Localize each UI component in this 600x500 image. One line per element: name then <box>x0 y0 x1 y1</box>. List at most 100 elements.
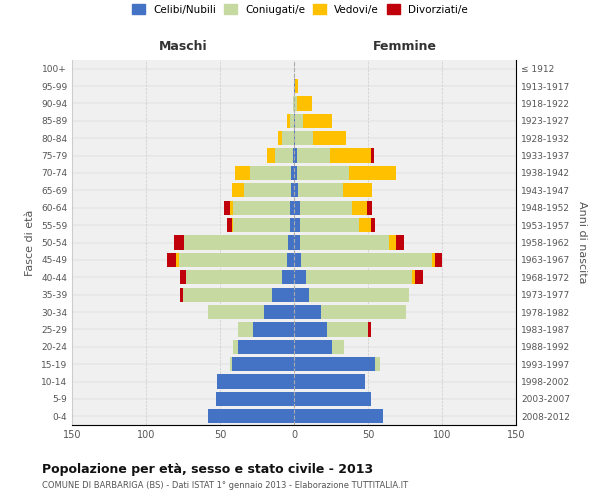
Bar <box>290 218 294 232</box>
Bar <box>232 357 294 372</box>
Text: Popolazione per età, sesso e stato civile - 2013: Popolazione per età, sesso e stato civil… <box>42 462 373 475</box>
Bar <box>217 374 294 388</box>
Bar <box>294 357 376 372</box>
Y-axis label: Anni di nascita: Anni di nascita <box>577 201 587 284</box>
Bar <box>293 96 294 110</box>
Bar <box>265 305 294 319</box>
Bar <box>368 322 371 336</box>
Bar <box>297 96 312 110</box>
Bar <box>250 166 291 180</box>
Bar <box>396 236 404 250</box>
Bar <box>174 236 184 250</box>
Bar <box>278 131 282 146</box>
Bar <box>376 357 380 372</box>
Bar <box>232 183 244 198</box>
Bar <box>329 148 371 162</box>
Bar <box>186 270 282 284</box>
Bar <box>415 270 423 284</box>
Bar <box>294 148 297 162</box>
Bar <box>294 270 306 284</box>
Bar <box>303 114 332 128</box>
Bar <box>294 131 295 146</box>
Bar <box>294 374 365 388</box>
Bar <box>306 270 412 284</box>
Bar <box>434 253 442 267</box>
Bar <box>230 357 232 372</box>
Bar <box>431 253 434 267</box>
Bar <box>294 409 383 424</box>
Bar <box>294 96 297 110</box>
Bar <box>184 236 288 250</box>
Bar <box>253 322 294 336</box>
Legend: Celibi/Nubili, Coniugati/e, Vedovi/e, Divorziati/e: Celibi/Nubili, Coniugati/e, Vedovi/e, Di… <box>128 0 472 19</box>
Bar <box>244 183 291 198</box>
Bar <box>275 148 293 162</box>
Bar <box>297 166 349 180</box>
Bar <box>287 114 290 128</box>
Bar <box>294 340 332 354</box>
Bar <box>294 79 295 93</box>
Bar <box>291 166 294 180</box>
Bar <box>180 270 186 284</box>
Bar <box>293 148 294 162</box>
Bar <box>367 200 373 215</box>
Bar <box>215 392 294 406</box>
Bar <box>294 166 297 180</box>
Bar <box>294 236 300 250</box>
Bar <box>294 288 309 302</box>
Bar <box>313 131 346 146</box>
Bar <box>282 131 294 146</box>
Bar <box>268 148 275 162</box>
Bar <box>371 148 374 162</box>
Bar <box>297 148 329 162</box>
Bar <box>349 166 396 180</box>
Bar <box>282 270 294 284</box>
Text: Maschi: Maschi <box>158 40 208 52</box>
Bar <box>227 218 232 232</box>
Bar <box>298 183 343 198</box>
Bar <box>371 218 376 232</box>
Bar <box>233 200 290 215</box>
Bar <box>294 305 320 319</box>
Bar <box>180 288 183 302</box>
Bar <box>326 322 368 336</box>
Bar <box>300 218 359 232</box>
Bar <box>294 253 301 267</box>
Bar <box>294 200 300 215</box>
Bar <box>389 236 396 250</box>
Bar <box>224 200 230 215</box>
Text: Femmine: Femmine <box>373 40 437 52</box>
Bar <box>208 305 265 319</box>
Bar <box>238 340 294 354</box>
Bar <box>179 253 287 267</box>
Bar <box>287 253 294 267</box>
Bar <box>235 166 250 180</box>
Bar <box>300 236 389 250</box>
Bar <box>343 183 373 198</box>
Bar <box>288 236 294 250</box>
Bar <box>167 253 176 267</box>
Bar <box>290 200 294 215</box>
Bar <box>295 79 298 93</box>
Bar <box>233 218 290 232</box>
Bar <box>233 340 238 354</box>
Bar <box>300 200 352 215</box>
Y-axis label: Fasce di età: Fasce di età <box>25 210 35 276</box>
Bar <box>290 114 294 128</box>
Bar <box>232 218 233 232</box>
Bar <box>301 253 431 267</box>
Bar <box>230 200 233 215</box>
Bar <box>208 409 294 424</box>
Bar <box>294 322 326 336</box>
Bar <box>320 305 406 319</box>
Bar <box>294 218 300 232</box>
Bar <box>183 288 272 302</box>
Text: COMUNE DI BARBARIGA (BS) - Dati ISTAT 1° gennaio 2013 - Elaborazione TUTTITALIA.: COMUNE DI BARBARIGA (BS) - Dati ISTAT 1°… <box>42 481 408 490</box>
Bar <box>238 322 253 336</box>
Bar <box>332 340 344 354</box>
Bar <box>295 114 303 128</box>
Bar <box>412 270 415 284</box>
Bar <box>176 253 179 267</box>
Bar <box>294 392 371 406</box>
Bar <box>359 218 371 232</box>
